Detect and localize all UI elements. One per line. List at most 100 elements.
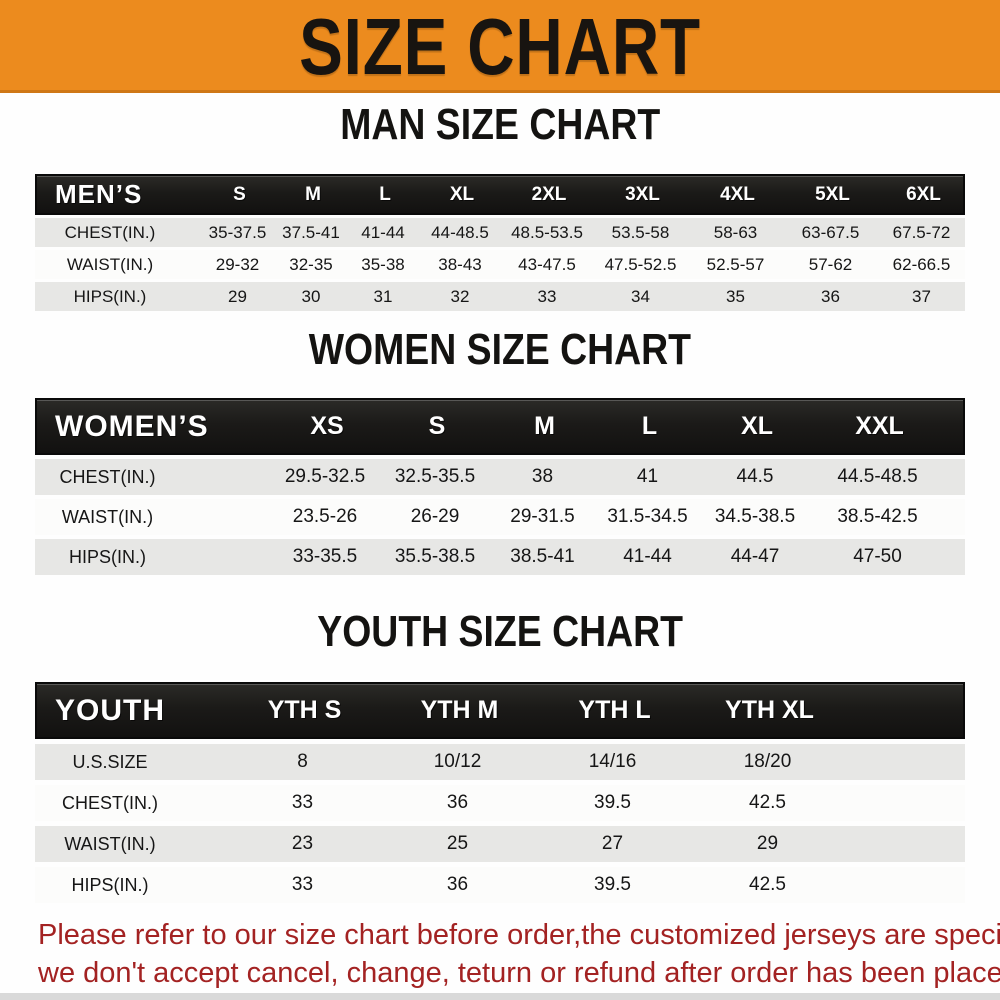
section-youth: YOUTH SIZE CHART YOUTH YTH S YTH M YTH L YTH… xyxy=(0,607,1000,903)
table-header-bar: YOUTH YTH S YTH M YTH L YTH XL xyxy=(35,682,965,739)
size-cell: 36 xyxy=(446,874,469,895)
table-row: CHEST(IN.) 29.5-32.5 32.5-35.5 38 41 44.5 44.5… xyxy=(35,459,965,495)
size-cell: 29-32 xyxy=(215,254,260,274)
bottom-edge-strip xyxy=(0,993,1000,1000)
row-label: HIPS(IN.) xyxy=(73,286,147,306)
size-cell: 33 xyxy=(291,792,314,813)
size-cell: 34 xyxy=(631,286,650,306)
size-cell: 44-48.5 xyxy=(431,222,489,242)
column-header: 2XL xyxy=(531,183,567,205)
youth-section-heading: YOUTH SIZE CHART xyxy=(317,607,683,656)
size-cell: 29-31.5 xyxy=(510,506,575,527)
size-cell: 35-37.5 xyxy=(208,222,267,242)
size-cell: 39.5 xyxy=(594,792,631,813)
table-row: HIPS(IN.) 29 30 31 32 33 34 35 36 37 xyxy=(35,282,965,311)
size-cell: 62-66.5 xyxy=(892,254,951,274)
row-label: CHEST(IN.) xyxy=(62,792,158,813)
table-group-label: MEN’S xyxy=(55,179,143,209)
section-man: MAN SIZE CHART MEN’S S M L XL 2XL 3XL 4XL 5XL 6XL… xyxy=(0,100,1000,311)
size-cell: 39.5 xyxy=(594,874,631,895)
size-cell: 29 xyxy=(756,833,779,854)
row-label: CHEST(IN.) xyxy=(64,222,156,242)
size-cell: 42.5 xyxy=(749,874,786,895)
column-header: XXL xyxy=(855,412,904,440)
size-cell: 41-44 xyxy=(623,546,672,567)
size-cell: 53.5-58 xyxy=(611,222,670,242)
size-cell: 23.5-26 xyxy=(292,506,358,527)
size-cell: 37 xyxy=(912,286,931,306)
table-row: U.S.SIZE 8 10/12 14/16 18/20 xyxy=(35,744,965,780)
size-cell: 30 xyxy=(301,286,321,306)
size-cell: 26-29 xyxy=(410,506,460,527)
size-cell: 44.5-48.5 xyxy=(837,466,918,487)
column-header: S xyxy=(428,412,446,440)
column-header: M xyxy=(305,183,321,205)
table-row: CHEST(IN.) 33 36 39.5 42.5 xyxy=(35,785,965,821)
column-header: YTH L xyxy=(578,696,651,724)
size-cell: 47-50 xyxy=(853,546,902,567)
column-header: YTH XL xyxy=(725,696,814,724)
size-cell: 14/16 xyxy=(588,751,637,772)
size-cell: 36 xyxy=(446,792,469,813)
table-row: HIPS(IN.) 33 36 39.5 42.5 xyxy=(35,867,965,903)
size-cell: 41 xyxy=(636,466,659,487)
size-cell: 58-63 xyxy=(713,222,758,242)
size-cell: 33 xyxy=(291,874,314,895)
size-cell: 38 xyxy=(531,466,554,487)
size-cell: 36 xyxy=(821,286,840,306)
size-cell: 42.5 xyxy=(749,792,786,813)
table-row: CHEST(IN.) 35-37.5 37.5-41 41-44 44-48.5 48.5… xyxy=(35,218,965,247)
women-section-heading: WOMEN SIZE CHART xyxy=(308,325,692,374)
table-row: WAIST(IN.) 23 25 27 29 xyxy=(35,826,965,862)
size-cell: 63-67.5 xyxy=(801,222,860,242)
row-label: HIPS(IN.) xyxy=(68,546,146,567)
table-group-label: WOMEN’S xyxy=(55,409,209,443)
size-cell: 33 xyxy=(537,286,557,306)
column-header: M xyxy=(534,412,555,440)
youth-size-table: YOUTH YTH S YTH M YTH L YTH XL U.S.SIZE 8 10/12… xyxy=(35,682,965,903)
row-label: WAIST(IN.) xyxy=(66,254,154,274)
size-cell: 41-44 xyxy=(361,222,405,242)
size-cell: 29 xyxy=(228,286,247,306)
size-cell: 32 xyxy=(450,286,470,306)
row-label: WAIST(IN.) xyxy=(64,833,156,854)
man-section-heading: MAN SIZE CHART xyxy=(340,100,660,149)
size-cell: 43-47.5 xyxy=(518,254,576,274)
size-cell: 34.5-38.5 xyxy=(714,506,796,527)
size-cell: 23 xyxy=(291,833,314,854)
size-cell: 37.5-41 xyxy=(282,222,340,242)
man-size-table: MEN’S S M L XL 2XL 3XL 4XL 5XL 6XL CHEST(IN.) 35-37… xyxy=(35,174,965,311)
size-cell: 31 xyxy=(373,286,393,306)
table-header-bar: WOMEN’S XS S M L XL XXL xyxy=(35,398,965,455)
column-header: XL xyxy=(741,412,773,440)
size-cell: 10/12 xyxy=(433,751,482,772)
column-header: L xyxy=(641,412,658,440)
disclaimer: Please refer to our size chart before or… xyxy=(38,916,1000,992)
size-cell: 8 xyxy=(297,751,308,772)
column-header: 4XL xyxy=(720,183,755,205)
size-cell: 52.5-57 xyxy=(706,254,765,274)
table-row: WAIST(IN.) 29-32 32-35 35-38 38-43 43-47.5 47.… xyxy=(35,250,965,279)
size-cell: 48.5-53.5 xyxy=(511,222,583,242)
section-women: WOMEN SIZE CHART WOMEN’S XS S M L XL XXL CHEST(… xyxy=(0,325,1000,575)
row-label: WAIST(IN.) xyxy=(61,506,154,527)
size-cell: 44-47 xyxy=(730,546,780,567)
size-cell: 44.5 xyxy=(736,466,774,487)
size-cell: 67.5-72 xyxy=(892,222,951,242)
column-header: YTH S xyxy=(267,696,342,724)
size-cell: 38.5-41 xyxy=(510,546,575,567)
size-cell: 29.5-32.5 xyxy=(284,466,366,487)
banner: SIZE CHART xyxy=(0,0,1000,93)
column-header: 3XL xyxy=(625,183,660,205)
size-cell: 38.5-42.5 xyxy=(837,506,918,527)
column-header: 5XL xyxy=(815,183,850,205)
size-cell: 35-38 xyxy=(361,254,405,274)
page-title: SIZE CHART xyxy=(299,2,701,91)
table-header-bar: MEN’S S M L XL 2XL 3XL 4XL 5XL 6XL xyxy=(35,174,965,215)
size-cell: 18/20 xyxy=(743,751,792,772)
size-cell: 27 xyxy=(601,833,624,854)
disclaimer-line-1: Please refer to our size chart before or… xyxy=(38,919,1000,951)
size-cell: 38-43 xyxy=(438,254,482,274)
women-size-table: WOMEN’S XS S M L XL XXL CHEST(IN.) 29.5-32.5 32.5… xyxy=(35,398,965,575)
